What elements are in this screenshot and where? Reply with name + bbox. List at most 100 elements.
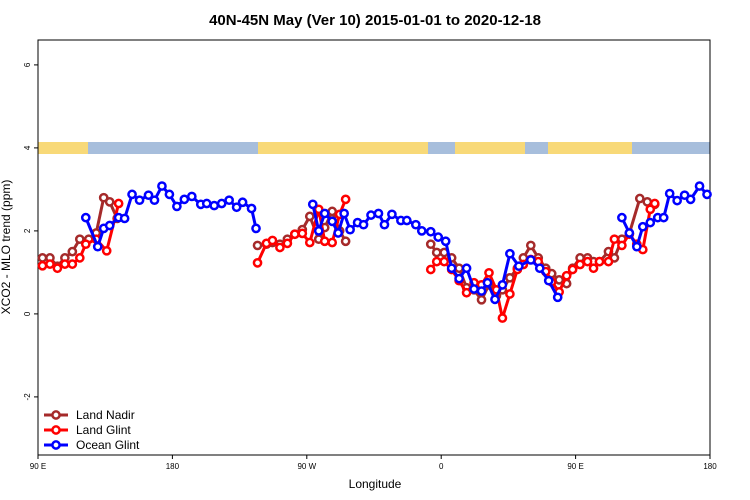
point	[664, 188, 675, 199]
point	[567, 264, 578, 275]
x-tick-label: 90 E	[567, 462, 583, 471]
y-tick-label: 4	[23, 145, 32, 150]
point	[252, 258, 263, 268]
point	[119, 213, 130, 224]
point	[617, 212, 627, 223]
point	[92, 241, 103, 252]
point	[52, 263, 63, 274]
point	[658, 212, 669, 223]
point	[476, 294, 487, 305]
point	[439, 256, 450, 267]
point	[60, 259, 70, 269]
y-axis-label: XCO2 - MLO trend (ppm)	[0, 180, 13, 315]
point	[588, 263, 599, 274]
point	[327, 206, 338, 217]
point	[275, 242, 285, 253]
point	[104, 197, 115, 207]
point	[373, 208, 384, 219]
point	[672, 195, 682, 206]
point	[307, 199, 318, 210]
point	[543, 275, 554, 286]
point	[525, 255, 536, 265]
point	[164, 189, 175, 200]
y-tick-label: -2	[23, 393, 32, 401]
legend-marker	[51, 410, 61, 420]
point	[431, 247, 442, 258]
x-tick-label: 180	[703, 462, 717, 471]
point	[637, 221, 648, 232]
land-ocean-band	[38, 142, 710, 154]
point	[603, 256, 614, 267]
point	[304, 211, 315, 222]
point	[201, 198, 212, 209]
plot-frame	[37, 39, 711, 456]
point	[497, 280, 508, 290]
point	[101, 245, 112, 256]
point	[252, 240, 263, 251]
point	[454, 263, 464, 274]
point	[358, 219, 369, 230]
land-strip	[38, 142, 88, 154]
point	[490, 294, 500, 305]
point	[431, 256, 442, 267]
point	[425, 264, 436, 275]
y-tick-label: 2	[23, 228, 32, 233]
point	[67, 259, 78, 269]
point	[80, 212, 91, 223]
point	[333, 228, 344, 238]
point	[631, 241, 642, 252]
point	[45, 259, 55, 269]
point	[319, 208, 330, 219]
point	[290, 229, 300, 240]
point	[313, 226, 324, 236]
point	[609, 234, 620, 245]
point	[134, 195, 145, 206]
point	[554, 275, 565, 285]
point	[379, 219, 390, 230]
point	[552, 292, 563, 303]
point	[172, 201, 182, 212]
point	[74, 234, 85, 245]
x-tick-label: 180	[166, 462, 180, 471]
point	[340, 194, 351, 205]
point	[104, 220, 115, 231]
legend-marker	[51, 440, 61, 450]
point	[634, 193, 645, 204]
point	[339, 208, 349, 219]
point	[624, 228, 635, 238]
point	[251, 223, 261, 234]
point	[74, 253, 85, 263]
point	[237, 197, 248, 208]
point	[484, 267, 494, 278]
point	[143, 190, 154, 201]
point	[534, 263, 545, 274]
point	[642, 197, 653, 207]
land-strip	[258, 142, 428, 154]
point	[694, 181, 705, 191]
point	[416, 226, 427, 236]
point	[80, 239, 91, 250]
point	[327, 237, 338, 248]
x-axis-label: Longitude	[349, 477, 402, 491]
point	[505, 289, 515, 299]
point	[327, 216, 338, 227]
point	[514, 261, 524, 272]
point	[216, 198, 227, 209]
point	[476, 286, 487, 296]
point	[446, 263, 457, 274]
point	[113, 198, 124, 209]
point	[224, 195, 234, 206]
point	[582, 256, 593, 267]
y-tick-label: 0	[23, 311, 32, 316]
point	[645, 217, 656, 228]
legend-label: Ocean Glint	[76, 438, 140, 452]
point	[149, 195, 160, 206]
point	[461, 287, 472, 298]
y-tick-label: 6	[23, 62, 32, 67]
point	[267, 235, 278, 246]
point	[345, 224, 355, 235]
point	[594, 256, 605, 267]
